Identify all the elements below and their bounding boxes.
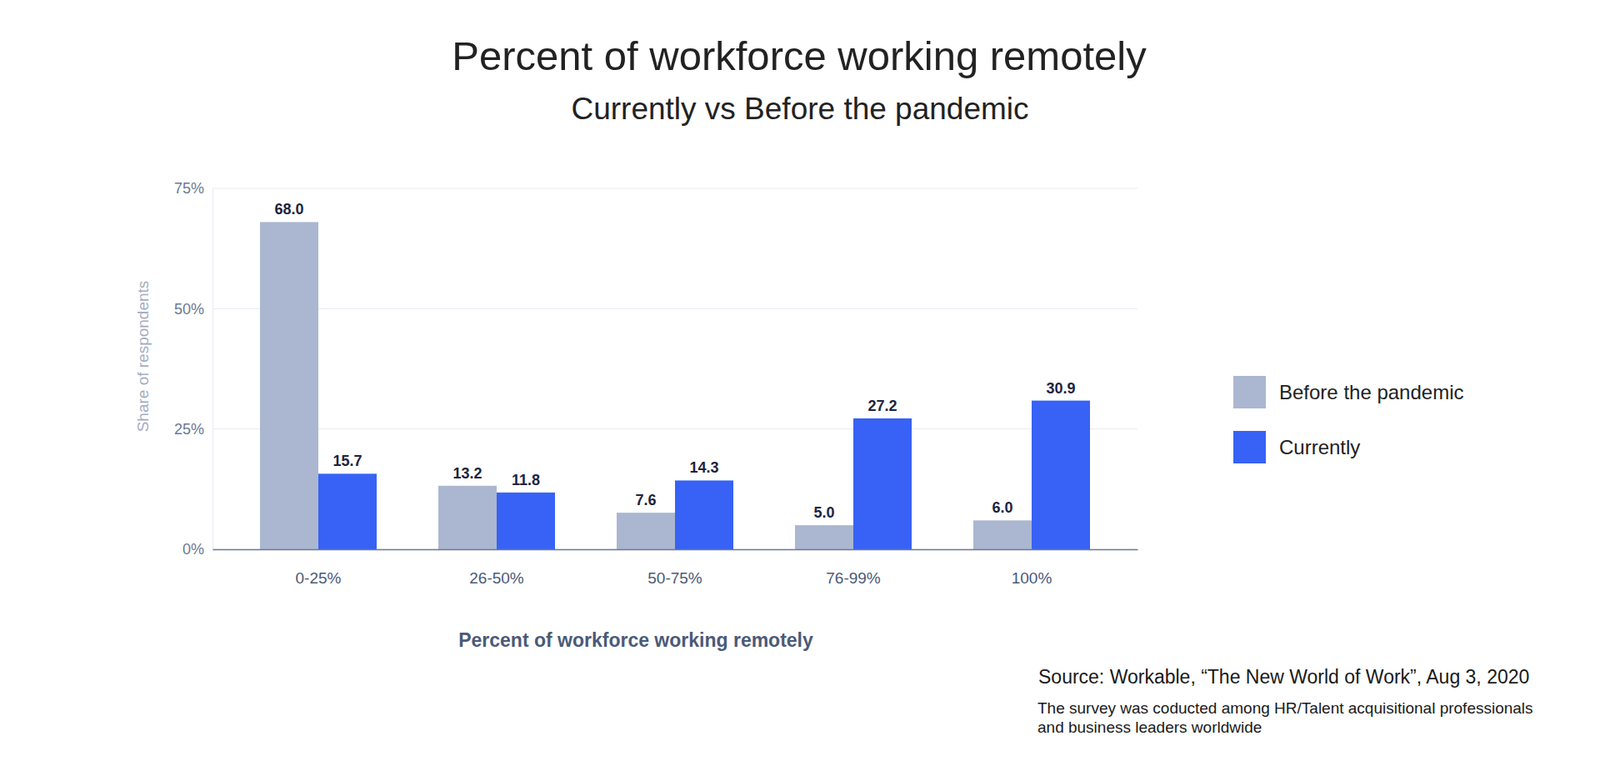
x-tick: 50-75% <box>647 549 703 587</box>
data-labels: 68.0 13.2 7.6 5.0 6.0 15.7 11.8 14.3 27.2 30.9 <box>274 200 1075 521</box>
y-tick-label: 25% <box>174 420 205 438</box>
x-tick-label: 26-50% <box>469 569 525 587</box>
bar <box>616 512 675 550</box>
x-tick-label: 50-75% <box>647 569 703 587</box>
grid <box>212 188 1138 550</box>
y-tick-label: 75% <box>174 180 205 197</box>
x-tick: 76-99% <box>825 549 881 587</box>
legend-swatch <box>1233 375 1266 409</box>
data-label: 15.7 <box>332 452 362 470</box>
y-tick: 25% <box>174 420 213 438</box>
y-tick-label: 0% <box>182 540 205 558</box>
x-tick-label: 100% <box>1011 569 1053 587</box>
x-tick-label: 0-25% <box>295 569 342 587</box>
x-tick: 0-25% <box>295 549 342 587</box>
bar <box>1031 400 1090 550</box>
grid-line <box>212 428 1138 430</box>
x-axis-line <box>213 549 1139 551</box>
bar <box>795 525 854 550</box>
legend-item: Currently <box>1233 430 1360 464</box>
x-tick: 26-50% <box>469 549 525 587</box>
y-tick: 75% <box>174 180 213 197</box>
title: Percent of workforce working remotely <box>451 33 1147 79</box>
y-axis-line <box>212 189 214 550</box>
bar <box>318 473 377 550</box>
legend-swatch <box>1233 430 1266 464</box>
legend: Before the pandemic Currently <box>1233 375 1464 464</box>
bar <box>675 480 734 550</box>
chart: Percent of workforce working remotely Cur… <box>0 0 1600 771</box>
note: The survey was coducted among HR/Talent … <box>1037 699 1534 717</box>
bar <box>496 492 555 550</box>
legend-label: Currently <box>1279 435 1360 459</box>
data-label: 5.0 <box>813 504 835 521</box>
bars <box>260 221 1090 550</box>
bar <box>438 485 497 550</box>
y-tick: 50% <box>174 300 213 318</box>
x-axis-title: Percent of workforce working remotely <box>458 629 814 651</box>
y-axis-title: Share of respondents <box>134 280 152 433</box>
y-tick: 0% <box>182 540 213 558</box>
legend-label: Before the pandemic <box>1279 380 1464 404</box>
y-axis: 0% 25% 50% 75% <box>174 180 214 558</box>
data-label: 27.2 <box>867 397 897 415</box>
bar <box>260 221 319 550</box>
x-tick: 100% <box>1011 549 1053 587</box>
data-label: 30.9 <box>1045 380 1075 397</box>
data-label: 6.0 <box>991 499 1013 516</box>
grid-line <box>212 308 1138 310</box>
data-label: 13.2 <box>452 465 482 482</box>
note: and business leaders worldwide <box>1037 718 1262 736</box>
bar <box>973 520 1032 550</box>
x-tick-label: 76-99% <box>825 569 881 587</box>
x-axis: 0-25% 26-50% 50-75% 76-99% 100% <box>213 549 1139 587</box>
data-label: 68.0 <box>274 200 304 218</box>
y-tick-label: 50% <box>174 300 205 318</box>
data-label: 11.8 <box>511 471 540 489</box>
subtitle: Currently vs Before the pandemic <box>570 91 1029 126</box>
grid-line <box>212 188 1138 190</box>
bar <box>853 418 912 550</box>
legend-item: Before the pandemic <box>1233 375 1464 409</box>
data-label: 14.3 <box>689 459 719 476</box>
data-label: 7.6 <box>635 491 656 509</box>
source: Source: Workable, “The New World of Work… <box>1038 665 1530 688</box>
